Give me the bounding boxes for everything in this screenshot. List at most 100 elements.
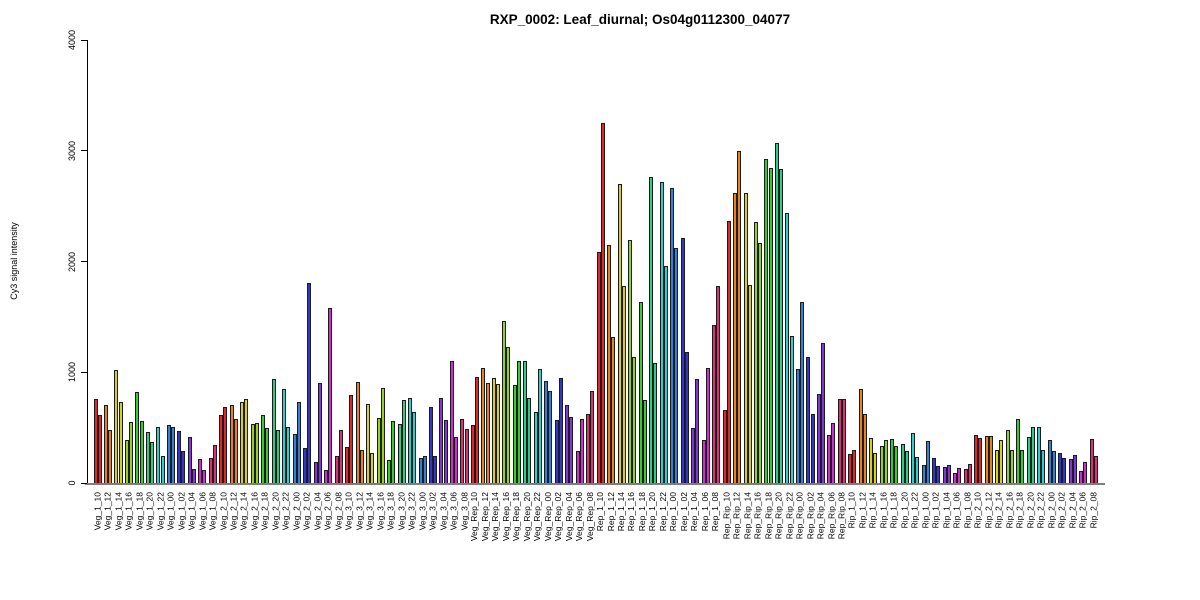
x-axis-label: Rep_Rip_06: [825, 492, 836, 540]
bar: [150, 442, 155, 483]
bar: [754, 221, 758, 483]
bar: [286, 426, 291, 483]
bar: [380, 388, 385, 483]
bar: [837, 399, 842, 483]
x-axis-label: Veg_1_12: [102, 492, 113, 531]
x-axis-label: Veg_Rep_10: [469, 492, 480, 542]
bar: [1037, 426, 1042, 483]
bar: [590, 390, 595, 483]
y-tick-label: 0: [67, 480, 77, 486]
bar: [554, 419, 559, 483]
bar: [879, 445, 884, 483]
bar: [680, 238, 685, 483]
x-axis-label: Veg_Rep_14: [490, 492, 501, 542]
bar: [355, 382, 360, 483]
x-axis-label: Veg_1_22: [154, 492, 165, 531]
x-axis-label: Veg_2_06: [322, 492, 333, 531]
bar: [607, 245, 612, 483]
bar: [485, 383, 490, 483]
bar: [701, 439, 706, 483]
x-axis-label: Rep_Rip_10: [721, 492, 732, 540]
bar: [596, 251, 601, 483]
bar: [391, 420, 396, 483]
bar: [240, 402, 245, 483]
bar: [156, 427, 161, 483]
bar: [779, 169, 784, 483]
x-axis-label: Veg_2_22: [280, 492, 291, 531]
bar: [628, 240, 633, 483]
x-axis-label: Veg_2_16: [249, 492, 260, 531]
bar: [219, 415, 224, 483]
x-axis-label: Veg_3_22: [406, 492, 417, 531]
x-axis-label: Rep_Rip_22: [783, 492, 794, 540]
x-axis-label: Veg_2_18: [259, 492, 270, 531]
x-axis-label: Rep_1_02: [679, 492, 690, 532]
x-axis-label: Rep_Rip_18: [763, 492, 773, 540]
bar: [307, 282, 312, 483]
bar: [345, 447, 350, 483]
bar: [261, 415, 266, 483]
bar: [827, 435, 832, 483]
bar: [1009, 449, 1014, 483]
bar: [93, 398, 98, 483]
bar: [428, 406, 433, 483]
x-axis-label: Veg_1_18: [133, 492, 144, 531]
bar: [1093, 455, 1098, 483]
bar: [317, 382, 322, 483]
bar: [617, 183, 622, 483]
bar: [953, 473, 958, 483]
x-axis-label: Veg_2_08: [333, 492, 344, 531]
bar: [103, 405, 108, 483]
bar: [705, 367, 710, 483]
x-axis-label: Rip_1_22: [909, 492, 920, 529]
bar: [244, 399, 249, 483]
bar: [1026, 437, 1031, 483]
chart-title: RXP_0002: Leaf_diurnal; Os04g0112300_040…: [489, 12, 791, 27]
bar: [1058, 453, 1063, 483]
bar: [250, 424, 255, 483]
bar: [712, 325, 717, 483]
x-axis-label: Rep_1_06: [700, 492, 711, 532]
bar: [925, 440, 930, 483]
bar: [963, 468, 968, 483]
bar: [124, 439, 129, 483]
x-axis-label: Rep_Rip_08: [836, 492, 847, 540]
bar: [695, 378, 700, 483]
y-tick-label: 2000: [67, 251, 77, 272]
bar: [579, 418, 584, 483]
plot-area: 0 1000 2000 3000 4000 Veg_1_10 Veg_1_12 Veg_1_…: [67, 30, 1105, 541]
bar: [946, 464, 951, 483]
bar: [135, 392, 140, 483]
bar: [443, 419, 448, 483]
bar: [349, 394, 354, 483]
bar: [684, 352, 689, 483]
bar: [821, 343, 825, 483]
x-axis-label: Veg_1_08: [207, 492, 218, 531]
x-axis-label: Veg_Rep_02: [553, 492, 564, 542]
bar: [816, 394, 821, 483]
bar: [129, 422, 134, 483]
bar: [894, 446, 899, 483]
x-axis-label: Veg_Rep_04: [563, 492, 574, 542]
bar: [275, 430, 280, 483]
bar: [649, 177, 654, 483]
bar: [900, 444, 905, 483]
y-tick-mark: [81, 150, 87, 152]
x-axis-label: Rip_1_02: [930, 492, 941, 529]
bar: [187, 437, 192, 483]
x-axis-label: Veg_1_16: [123, 492, 134, 531]
bar: [764, 158, 769, 483]
bar: [841, 399, 846, 483]
bar: [439, 398, 444, 483]
x-axis-label: Veg_2_00: [291, 492, 302, 531]
x-axis-label: Veg_1_00: [165, 492, 176, 531]
bar: [271, 378, 276, 483]
x-axis-label: Veg_3_08: [458, 492, 469, 531]
x-axis-label: Rip_2_06: [1077, 492, 1088, 529]
x-axis-label: Veg_2_20: [270, 492, 281, 531]
x-axis-label: Veg_Rep_22: [532, 492, 543, 542]
bar: [470, 424, 475, 483]
bar: [408, 397, 413, 483]
bar: [883, 439, 888, 483]
